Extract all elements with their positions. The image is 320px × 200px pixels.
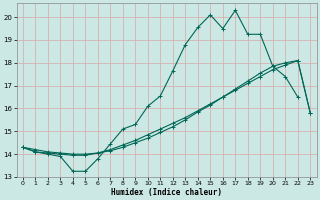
X-axis label: Humidex (Indice chaleur): Humidex (Indice chaleur) — [111, 188, 222, 197]
